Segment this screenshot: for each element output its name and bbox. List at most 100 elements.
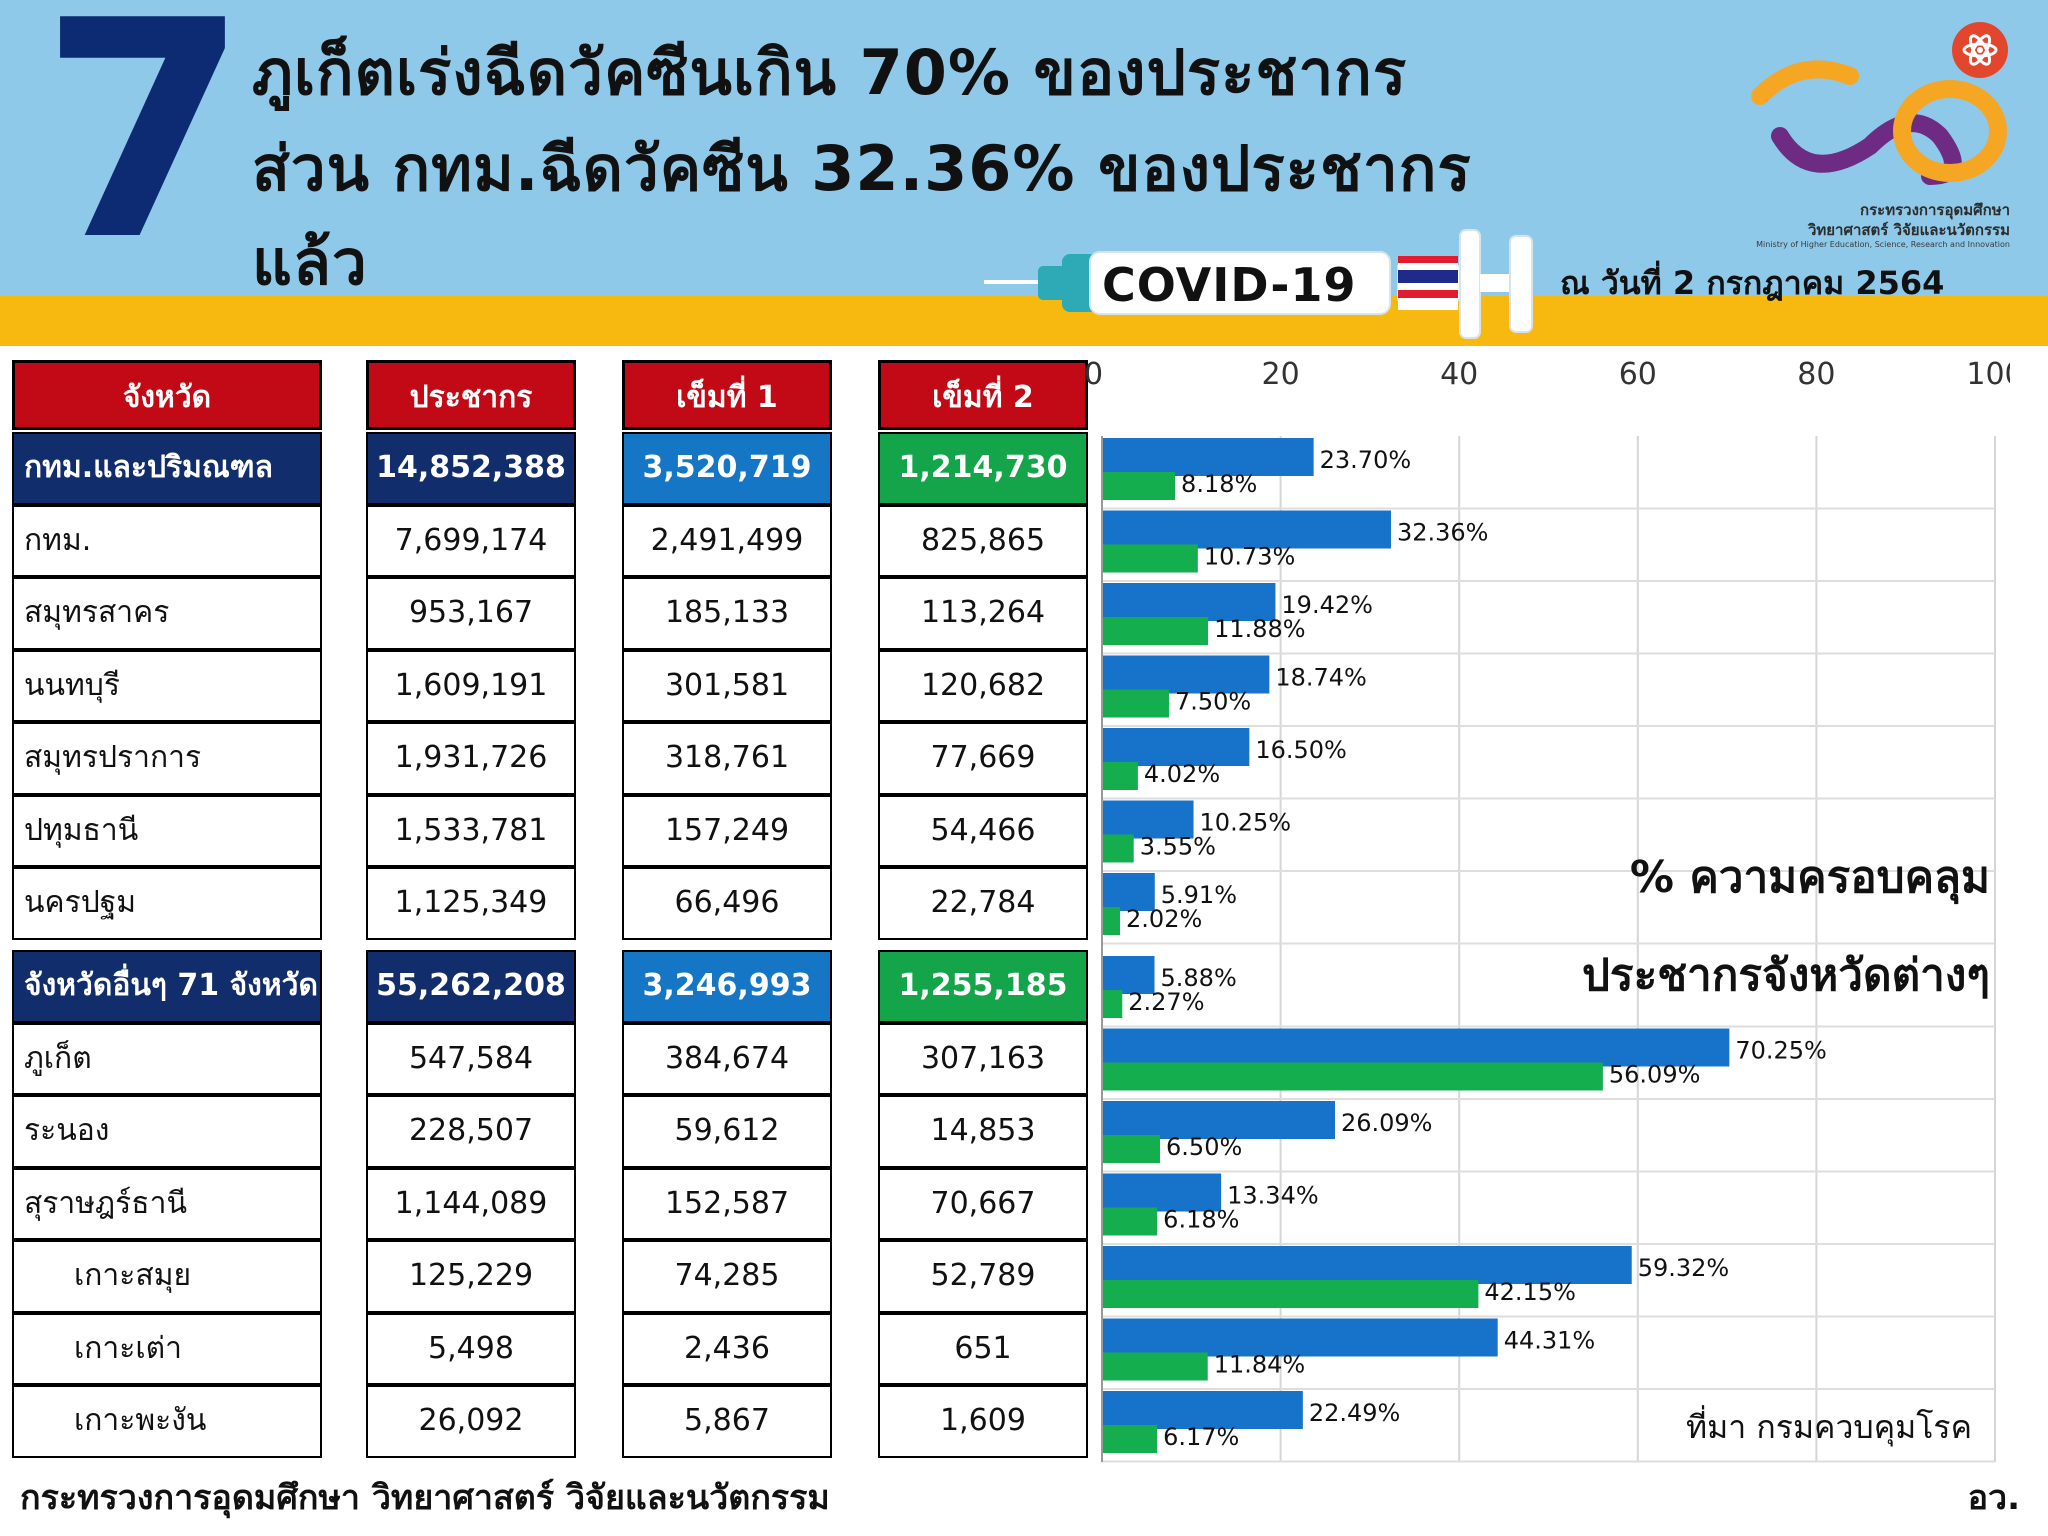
x-tick-label: 80 <box>1797 357 1835 392</box>
table-cell-population: 1,533,781 <box>366 794 576 867</box>
table-cell-dose-1: 66,496 <box>622 867 832 940</box>
table-cell-province: นครปฐม <box>12 867 322 940</box>
bar-dose-2 <box>1102 1280 1479 1308</box>
column-header-dose-2: เข็มที่ 2 <box>878 360 1088 430</box>
table-cell-dose-2: 113,264 <box>878 577 1088 650</box>
footer-ministry: กระทรวงการอุดมศึกษา วิทยาศาสตร์ วิจัยและ… <box>20 1478 830 1518</box>
data-label-dose-2: 3.55% <box>1140 833 1216 861</box>
bar-dose-2 <box>1102 689 1169 718</box>
date-label: ณ วันที่ 2 กรกฎาคม 2564 <box>1560 264 1945 302</box>
bar-dose-2 <box>1102 472 1176 500</box>
table-cell-population: 228,507 <box>366 1095 576 1168</box>
table-cell-dose-1: 5,867 <box>622 1385 832 1458</box>
x-tick-label: 60 <box>1619 357 1657 392</box>
table-cell-dose-2: 22,784 <box>878 867 1088 940</box>
bar-dose-2 <box>1102 1207 1158 1236</box>
table-cell-dose-1: 2,491,499 <box>622 504 832 577</box>
table-cell-province: ปทุมธานี <box>12 794 322 867</box>
table-cell-province: เกาะพะงัน <box>12 1385 322 1458</box>
table-cell-province: สมุทรปราการ <box>12 722 322 795</box>
data-label-dose-1: 18.74% <box>1275 664 1367 692</box>
table-cell-province: สมุทรสาคร <box>12 577 322 650</box>
table-cell-dose-1: 152,587 <box>622 1167 832 1240</box>
data-label-dose-1: 5.88% <box>1161 964 1237 992</box>
syringe-illustration <box>984 229 1533 339</box>
bar-dose-1 <box>1102 655 1270 694</box>
table-cell-dose-1: 2,436 <box>622 1312 832 1385</box>
data-label-dose-2: 11.88% <box>1214 615 1306 643</box>
header-banner <box>0 0 2048 296</box>
summary-table-cell-dose-2: 1,255,185 <box>878 950 1088 1023</box>
table-cell-population: 7,699,174 <box>366 504 576 577</box>
headline-line-3: แล้ว <box>252 226 368 299</box>
table-cell-dose-1: 185,133 <box>622 577 832 650</box>
column-header-province: จังหวัด <box>12 360 322 430</box>
bar-dose-2 <box>1102 544 1198 573</box>
data-label-dose-2: 10.73% <box>1204 543 1296 571</box>
table-cell-population: 547,584 <box>366 1022 576 1095</box>
data-label-dose-2: 6.17% <box>1163 1423 1239 1451</box>
x-tick-label: 100 <box>1966 357 2010 392</box>
coverage-bar-chart: 0 20 40 60 80 100 23.70% 8.18% 32.36% 10.73% 19.42… <box>1084 357 2010 1463</box>
bar-dose-1 <box>1102 1173 1222 1212</box>
column-header-dose-1: เข็มที่ 1 <box>622 360 832 430</box>
table-cell-province: ภูเก็ต <box>12 1022 322 1095</box>
data-label-dose-2: 6.18% <box>1163 1206 1239 1234</box>
table-cell-population: 1,609,191 <box>366 649 576 722</box>
table-cell-dose-1: 157,249 <box>622 794 832 867</box>
data-label-dose-1: 10.25% <box>1200 809 1292 837</box>
data-label-dose-2: 2.27% <box>1128 988 1204 1016</box>
table-cell-dose-2: 77,669 <box>878 722 1088 795</box>
table-cell-dose-2: 52,789 <box>878 1240 1088 1313</box>
data-label-dose-2: 7.50% <box>1175 688 1251 716</box>
table-cell-dose-2: 70,667 <box>878 1167 1088 1240</box>
summary-table-cell-dose-1: 3,246,993 <box>622 950 832 1023</box>
bar-dose-1 <box>1102 800 1194 839</box>
table-cell-province: เกาะสมุย <box>12 1240 322 1313</box>
data-label-dose-1: 59.32% <box>1638 1254 1730 1282</box>
table-cell-province: กทม. <box>12 504 322 577</box>
table-cell-dose-2: 307,163 <box>878 1022 1088 1095</box>
table-cell-dose-1: 384,674 <box>622 1022 832 1095</box>
table-cell-dose-1: 318,761 <box>622 722 832 795</box>
table-cell-population: 5,498 <box>366 1312 576 1385</box>
table-cell-population: 1,144,089 <box>366 1167 576 1240</box>
summary-table-cell-dose-2: 1,214,730 <box>878 432 1088 505</box>
bar-dose-1 <box>1102 873 1155 911</box>
bar-dose-1 <box>1102 438 1314 476</box>
data-label-dose-1: 32.36% <box>1397 519 1489 547</box>
data-label-dose-2: 11.84% <box>1214 1351 1306 1379</box>
chart-title-line-2: ประชากรจังหวัดต่างๆ <box>1582 950 1990 1001</box>
data-label-dose-1: 26.09% <box>1341 1109 1433 1137</box>
bar-dose-1 <box>1102 1101 1335 1139</box>
data-label-dose-1: 44.31% <box>1504 1327 1596 1355</box>
column-header-population: ประชากร <box>366 360 576 430</box>
bar-dose-2 <box>1102 1135 1161 1163</box>
table-cell-dose-1: 301,581 <box>622 649 832 722</box>
bar-dose-1 <box>1102 1318 1498 1357</box>
data-label-dose-1: 13.34% <box>1227 1182 1319 1210</box>
bar-dose-1 <box>1102 728 1250 766</box>
bar-dose-2 <box>1102 1062 1603 1091</box>
source-note: ที่มา กรมควบคุมโรค <box>1686 1408 1972 1446</box>
table-cell-dose-2: 651 <box>878 1312 1088 1385</box>
table-cell-dose-2: 825,865 <box>878 504 1088 577</box>
summary-table-cell-province: กทม.และปริมณฑล <box>12 432 322 505</box>
bar-dose-1 <box>1102 956 1155 994</box>
bar-dose-1 <box>1102 510 1391 549</box>
table-cell-population: 1,125,349 <box>366 867 576 940</box>
data-label-dose-2: 2.02% <box>1126 905 1202 933</box>
summary-table-cell-population: 55,262,208 <box>366 950 576 1023</box>
data-label-dose-2: 56.09% <box>1609 1061 1701 1089</box>
data-label-dose-1: 5.91% <box>1161 881 1237 909</box>
bar-dose-2 <box>1102 907 1121 935</box>
footer-abbr: อว. <box>1967 1478 2020 1518</box>
data-label-dose-2: 42.15% <box>1484 1278 1576 1306</box>
bar-dose-2 <box>1102 990 1123 1018</box>
ministry-logo <box>1751 22 2008 185</box>
table-cell-population: 953,167 <box>366 577 576 650</box>
bar-dose-1 <box>1102 1391 1303 1429</box>
bar-dose-2 <box>1102 834 1134 863</box>
chart-title-line-1: % ความครอบคลุม <box>1629 852 1990 903</box>
bar-dose-2 <box>1102 1425 1158 1453</box>
